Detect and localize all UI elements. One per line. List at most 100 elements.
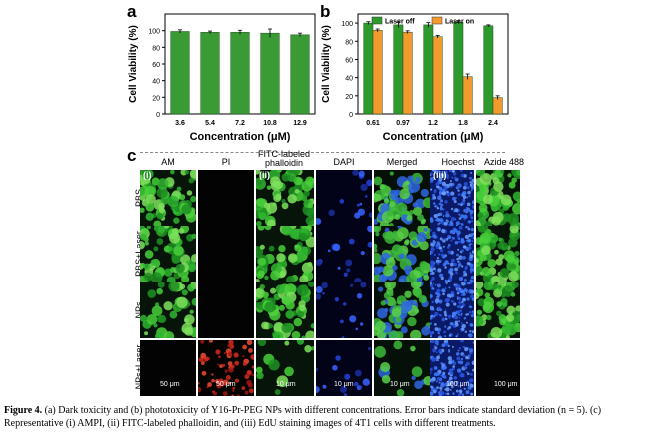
cell-blob [144,241,149,246]
cell-blob [433,372,438,377]
cell-blob [491,204,499,212]
cell-blob [224,369,228,373]
cell-blob [233,352,239,358]
cell-blob [448,349,451,352]
cell-blob [468,305,472,309]
cell-blob [444,382,450,387]
cell-blob [456,257,459,261]
cell-blob [496,301,503,307]
cell-blob [173,217,180,224]
cell-blob [463,316,467,320]
cell-blob [430,340,432,343]
cell-blob [356,293,363,299]
cell-blob [395,202,408,215]
cell-blob [176,296,188,309]
cell-blob [436,170,441,173]
cell-blob [390,192,399,201]
cell-blob [487,258,497,268]
micrograph-tile [316,170,372,226]
cell-blob [444,173,450,178]
cell-blob [457,203,461,206]
cell-blob [436,372,440,376]
cell-blob [430,229,432,232]
cell-blob [477,212,484,219]
cell-blob [268,359,280,371]
cell-blob [449,220,453,224]
cell-blob [440,276,444,281]
cell-blob [430,247,435,252]
cell-blob [392,265,398,271]
cell-blob [438,177,443,182]
cell-blob [188,177,195,184]
x-tick-label: 2.4 [488,120,498,127]
cell-blob [344,373,351,380]
cell-blob [439,212,443,216]
micrograph-tile [476,282,520,338]
cell-blob [256,297,259,302]
cell-blob [374,226,382,233]
cell-blob [432,282,435,285]
bar [290,34,310,115]
cell-blob [391,307,402,318]
cell-blob [376,307,388,319]
cell-blob [166,276,176,282]
cell-blob [266,219,276,226]
cell-blob [264,275,269,281]
cell-blob [276,375,289,388]
cell-blob [436,355,440,360]
cell-blob [432,233,437,239]
cell-blob [225,374,231,380]
cell-blob [332,243,341,252]
cell-blob [301,335,306,338]
cell-blob [316,293,322,300]
cell-blob [461,300,464,304]
cell-blob [150,272,163,282]
cell-blob [294,244,302,252]
cell-blob [251,365,254,369]
cell-blob [168,282,180,292]
cell-blob [448,170,452,173]
y-tick-label: 60 [152,62,160,69]
cell-blob [465,355,469,360]
cell-blob [364,195,368,198]
micrograph-tile [256,170,314,226]
cell-blob [466,261,471,266]
cell-blob [442,245,445,248]
cell-blob [447,235,452,240]
y-tick-label: 60 [345,57,353,64]
cell-blob [471,240,474,242]
cell-blob [374,253,382,265]
cell-blob [179,194,186,201]
cell-blob [293,317,303,327]
cell-blob [469,263,474,268]
cell-blob [486,314,492,321]
cell-blob [464,347,469,352]
cell-blob [476,292,480,300]
y-tick-label: 20 [345,94,353,101]
cell-blob [399,188,410,200]
cell-blob [434,311,439,317]
micrograph-tile [316,226,372,282]
cell-blob [264,226,272,231]
cell-blob [410,282,422,289]
cell-blob [367,226,372,233]
cell-blob [290,226,297,230]
cell-blob [447,250,452,255]
cell-blob [270,287,277,294]
cell-blob [469,330,472,333]
x-tick-label: 1.2 [428,120,438,127]
cell-blob [378,273,388,282]
cell-blob [512,191,520,202]
cell-blob [142,228,149,235]
micrograph-background [476,340,520,396]
cell-blob [483,296,495,308]
cell-blob [457,240,461,244]
cell-blob [413,206,423,216]
cell-blob [153,220,162,226]
cell-blob [395,316,402,323]
cell-blob [430,242,435,247]
legend-label: Laser on [445,19,474,26]
y-tick-label: 80 [345,39,353,46]
micrograph-image [476,170,520,226]
cell-blob [452,392,455,395]
